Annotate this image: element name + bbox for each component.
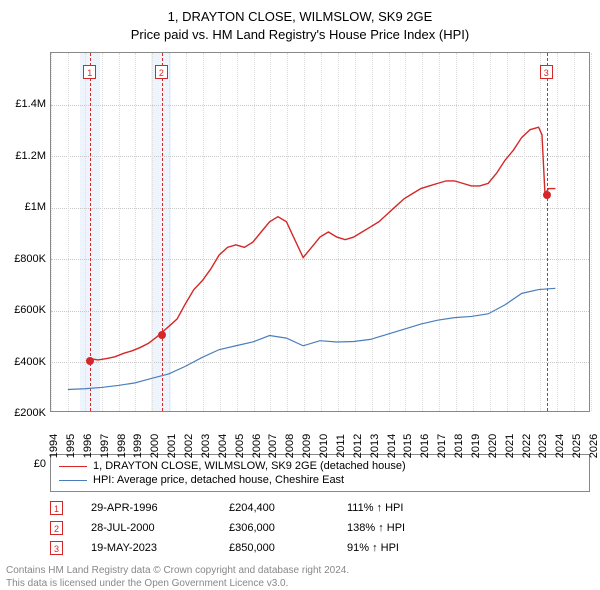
x-tick-label: 1998 (116, 434, 128, 458)
y-tick-label: £0 (34, 458, 46, 470)
gridline-v (591, 53, 592, 411)
sales-row: 3 19-MAY-2023 £850,000 91% ↑ HPI (50, 538, 590, 558)
x-tick-label: 2026 (588, 434, 600, 458)
x-tick-label: 2024 (554, 434, 566, 458)
x-tick-label: 2011 (335, 435, 347, 459)
x-tick-label: 2000 (149, 434, 161, 458)
x-tick-label: 2018 (453, 434, 465, 458)
x-tick-label: 2020 (487, 434, 499, 458)
sales-price: £204,400 (229, 502, 319, 514)
footer-line-2: This data is licensed under the Open Gov… (6, 577, 590, 590)
sales-hpi: 138% ↑ HPI (347, 522, 437, 534)
x-tick-label: 2019 (470, 434, 482, 458)
x-tick-label: 2005 (234, 434, 246, 458)
legend-label: 1, DRAYTON CLOSE, WILMSLOW, SK9 2GE (det… (93, 460, 406, 472)
x-tick-label: 1995 (65, 434, 77, 458)
chart-wrapper: £0£200K£400K£600K£800K£1M£1.2M£1.4M 123 … (0, 52, 600, 450)
x-tick-label: 2009 (301, 434, 313, 458)
y-tick-label: £1.2M (15, 150, 46, 162)
legend-label: HPI: Average price, detached house, Ches… (93, 474, 344, 486)
sales-row: 1 29-APR-1996 £204,400 111% ↑ HPI (50, 498, 590, 518)
x-tick-label: 1994 (48, 434, 60, 458)
series-svg (51, 53, 589, 411)
x-tick-label: 2012 (352, 434, 364, 458)
y-tick-label: £200K (14, 407, 46, 419)
sales-date: 28-JUL-2000 (91, 522, 201, 534)
sales-price: £306,000 (229, 522, 319, 534)
chart-plot-area: 123 (50, 52, 590, 412)
y-tick-label: £800K (14, 253, 46, 265)
series-line-property (90, 128, 555, 361)
x-tick-label: 2023 (537, 434, 549, 458)
sale-data-point (543, 191, 551, 199)
x-tick-label: 2006 (251, 434, 263, 458)
y-tick-label: £1.4M (15, 98, 46, 110)
legend-swatch (59, 480, 87, 481)
x-tick-label: 2014 (386, 434, 398, 458)
title-line-1: 1, DRAYTON CLOSE, WILMSLOW, SK9 2GE (0, 8, 600, 26)
x-tick-label: 1996 (82, 434, 94, 458)
sale-data-point (158, 331, 166, 339)
x-tick-label: 2015 (402, 434, 414, 458)
y-tick-label: £1M (25, 201, 46, 213)
x-tick-label: 2003 (200, 434, 212, 458)
sales-date: 19-MAY-2023 (91, 542, 201, 554)
x-tick-label: 2008 (284, 434, 296, 458)
sales-hpi: 111% ↑ HPI (347, 502, 437, 514)
y-tick-label: £600K (14, 304, 46, 316)
sales-hpi: 91% ↑ HPI (347, 542, 437, 554)
x-tick-label: 2002 (183, 434, 195, 458)
x-tick-label: 2007 (267, 434, 279, 458)
footer: Contains HM Land Registry data © Crown c… (6, 564, 590, 590)
x-tick-label: 2025 (571, 434, 583, 458)
sales-date: 29-APR-1996 (91, 502, 201, 514)
sales-num-box: 3 (50, 541, 63, 555)
x-tick-label: 2021 (504, 434, 516, 458)
x-tick-label: 2001 (166, 434, 178, 458)
y-axis: £0£200K£400K£600K£800K£1M£1.2M£1.4M (0, 104, 50, 464)
x-tick-label: 2017 (436, 434, 448, 458)
legend: 1, DRAYTON CLOSE, WILMSLOW, SK9 2GE (det… (50, 454, 590, 492)
x-tick-label: 2010 (318, 434, 330, 458)
x-tick-label: 2013 (369, 434, 381, 458)
footer-line-1: Contains HM Land Registry data © Crown c… (6, 564, 590, 577)
x-tick-label: 2022 (521, 434, 533, 458)
sales-table: 1 29-APR-1996 £204,400 111% ↑ HPI 2 28-JUL-20… (50, 498, 590, 558)
sale-data-point (86, 357, 94, 365)
y-tick-label: £400K (14, 356, 46, 368)
title-line-2: Price paid vs. HM Land Registry's House … (0, 26, 600, 44)
x-tick-label: 2004 (217, 434, 229, 458)
x-tick-label: 1999 (132, 434, 144, 458)
sales-num-box: 2 (50, 521, 63, 535)
sales-price: £850,000 (229, 542, 319, 554)
sales-row: 2 28-JUL-2000 £306,000 138% ↑ HPI (50, 518, 590, 538)
title-block: 1, DRAYTON CLOSE, WILMSLOW, SK9 2GE Pric… (0, 0, 600, 44)
sales-num-box: 1 (50, 501, 63, 515)
x-tick-label: 1997 (99, 434, 111, 458)
legend-row: HPI: Average price, detached house, Ches… (59, 473, 581, 487)
x-axis: 1994199519961997199819992000200120022003… (50, 416, 590, 450)
legend-row: 1, DRAYTON CLOSE, WILMSLOW, SK9 2GE (det… (59, 459, 581, 473)
legend-swatch (59, 466, 87, 467)
x-tick-label: 2016 (419, 434, 431, 458)
series-line-hpi (68, 289, 556, 390)
chart-container: 1, DRAYTON CLOSE, WILMSLOW, SK9 2GE Pric… (0, 0, 600, 590)
